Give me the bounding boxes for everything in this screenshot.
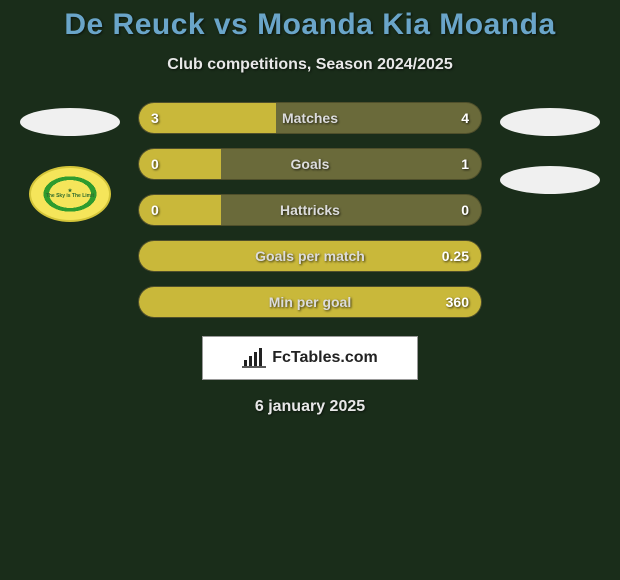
- stat-label: Matches: [282, 110, 338, 126]
- brand-text: FcTables.com: [272, 349, 378, 367]
- stat-label: Goals: [291, 156, 330, 172]
- stat-bar-min-per-goal: Min per goal 360: [138, 286, 482, 318]
- stat-right-value: 1: [461, 156, 469, 172]
- stat-left-value: 0: [151, 156, 159, 172]
- comparison-card: De Reuck vs Moanda Kia Moanda Club compe…: [0, 0, 620, 580]
- stat-bar-hattricks: 0 Hattricks 0: [138, 194, 482, 226]
- subtitle: Club competitions, Season 2024/2025: [0, 56, 620, 74]
- date-text: 6 january 2025: [0, 398, 620, 416]
- stat-left-value: 0: [151, 202, 159, 218]
- stat-right-value: 360: [446, 294, 469, 310]
- stat-bar-matches: 3 Matches 4: [138, 102, 482, 134]
- club-badge-text: ★The Sky is The Limit: [46, 189, 94, 199]
- stat-right-value: 0.25: [442, 248, 469, 264]
- player-badge-right: [500, 108, 600, 136]
- stat-right-value: 4: [461, 110, 469, 126]
- stat-label: Goals per match: [255, 248, 365, 264]
- stat-bar-goals: 0 Goals 1: [138, 148, 482, 180]
- page-title: De Reuck vs Moanda Kia Moanda: [0, 8, 620, 42]
- stats-bars: 3 Matches 4 0 Goals 1 0 Hattricks 0 Goal…: [138, 102, 482, 318]
- stat-right-value: 0: [461, 202, 469, 218]
- bar-chart-icon: [242, 348, 266, 368]
- content-row: ★The Sky is The Limit 3 Matches 4 0 Goal…: [0, 102, 620, 318]
- club-badge-left: ★The Sky is The Limit: [29, 166, 111, 222]
- club-badge-right: [500, 166, 600, 194]
- brand-link[interactable]: FcTables.com: [202, 336, 418, 380]
- left-column: ★The Sky is The Limit: [20, 102, 120, 222]
- right-column: [500, 102, 600, 194]
- player-badge-left: [20, 108, 120, 136]
- bar-fill: [139, 103, 276, 133]
- stat-bar-goals-per-match: Goals per match 0.25: [138, 240, 482, 272]
- stat-label: Hattricks: [280, 202, 340, 218]
- stat-left-value: 3: [151, 110, 159, 126]
- stat-label: Min per goal: [269, 294, 351, 310]
